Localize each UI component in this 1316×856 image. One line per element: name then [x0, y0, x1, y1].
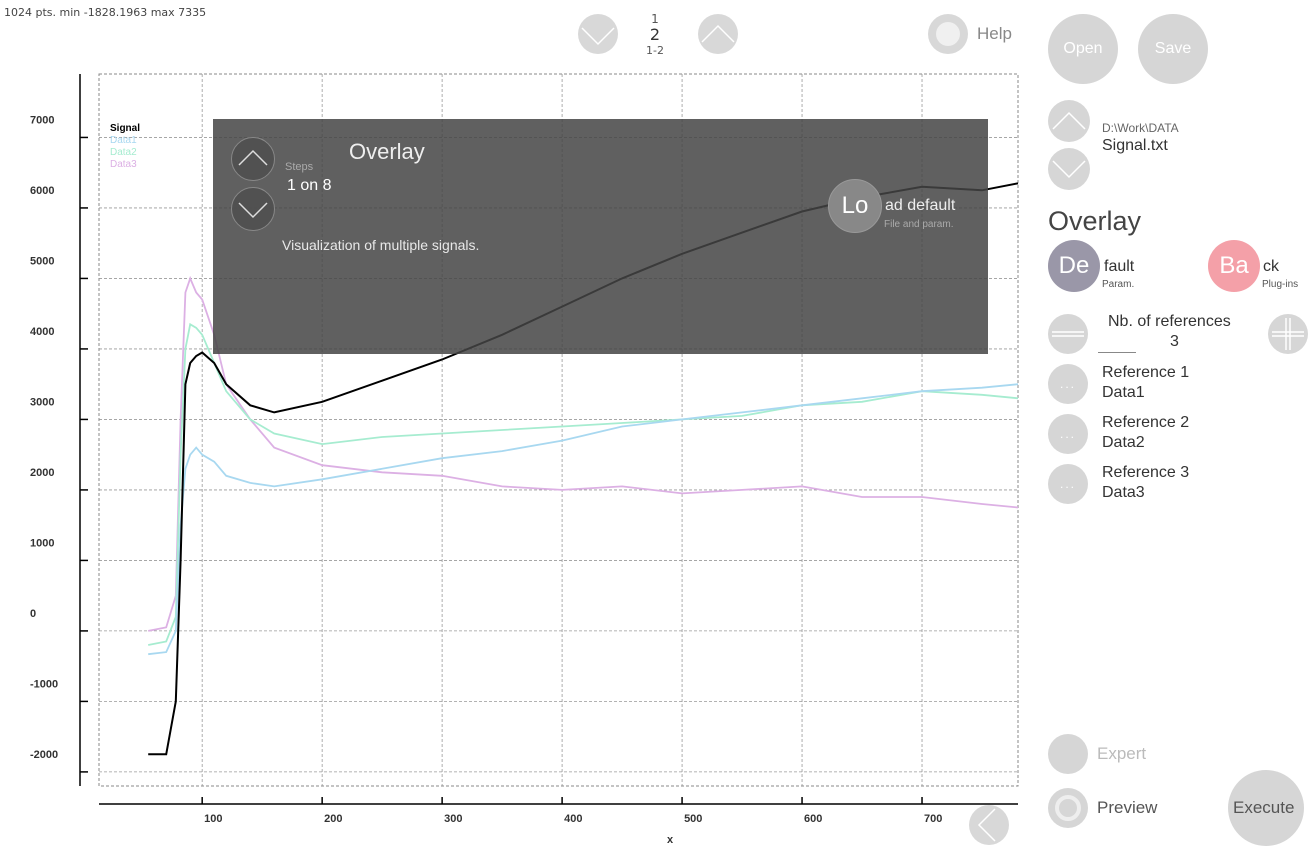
remove-reference-button[interactable] — [1048, 314, 1088, 354]
reference-label: Reference 1 — [1102, 364, 1190, 381]
preview-label: Preview — [1097, 798, 1158, 817]
back-plugins-button[interactable]: Ba — [1208, 240, 1260, 292]
file-up-button[interactable] — [1048, 100, 1090, 142]
x-axis-label: x — [667, 834, 674, 846]
help-label: Help — [977, 24, 1012, 43]
reference-select-button[interactable]: ... — [1048, 364, 1088, 404]
chevron-down-icon — [581, 27, 615, 46]
popup-title: Overlay — [349, 139, 425, 164]
reference-value: Data3 — [1102, 484, 1145, 501]
x-tick-label: 200 — [324, 813, 342, 825]
x-tick-label: 500 — [684, 813, 702, 825]
plot-frame — [98, 73, 1019, 787]
minus-icon — [1052, 331, 1084, 337]
load-default-button[interactable]: Lo — [828, 179, 882, 233]
chevron-up-icon — [238, 149, 268, 166]
preview-button[interactable] — [1048, 788, 1088, 828]
reference-select-button[interactable]: ... — [1048, 414, 1088, 454]
load-default-sub: File and param. — [884, 219, 954, 230]
reference-label: Reference 3 — [1102, 464, 1190, 481]
y-tick-label: 3000 — [30, 396, 54, 408]
steps-label: Steps — [285, 161, 314, 173]
back-arrow-button[interactable] — [969, 805, 1009, 845]
reference-value: Data1 — [1102, 384, 1145, 401]
chevron-up-icon — [1052, 111, 1086, 130]
default-label: fault — [1104, 258, 1135, 275]
back-label: ck — [1263, 258, 1279, 275]
open-button[interactable]: Open — [1048, 14, 1118, 84]
legend-entry: Data1 — [110, 135, 137, 146]
plus-icon — [1272, 318, 1304, 350]
y-tick-label: -2000 — [30, 749, 58, 761]
steps-down-button[interactable] — [231, 187, 275, 231]
y-tick-label: -1000 — [30, 678, 58, 690]
nb-references-label: Nb. of references — [1108, 313, 1231, 330]
chevron-up-icon — [701, 24, 735, 43]
chevron-down-icon — [238, 202, 268, 219]
file-down-button[interactable] — [1048, 148, 1090, 190]
pager-current: 2 — [649, 25, 661, 44]
help-button[interactable] — [928, 14, 968, 54]
y-tick-label: 2000 — [30, 467, 54, 479]
add-reference-button[interactable] — [1268, 314, 1308, 354]
legend-entry: Signal — [110, 123, 140, 134]
y-tick-label: 0 — [30, 608, 36, 620]
x-tick-label: 400 — [564, 813, 582, 825]
execute-label: Execute — [1233, 798, 1295, 817]
overlay-popup: Overlay Steps 1 on 8 Visualization of mu… — [213, 119, 988, 354]
legend-entry: Data2 — [110, 147, 137, 158]
nb-references-value: 3 — [1170, 333, 1179, 350]
help-icon — [936, 22, 960, 46]
reference-select-button[interactable]: ... — [1048, 464, 1088, 504]
y-tick-label: 5000 — [30, 255, 54, 267]
series-line-data3 — [148, 275, 1019, 632]
series-line-data1 — [148, 383, 1019, 656]
pager-range: 1-2 — [646, 44, 664, 57]
x-tick-label: 600 — [804, 813, 822, 825]
default-sub: Param. — [1102, 279, 1135, 290]
series-line-data2 — [148, 322, 1019, 646]
file-path: D:\Work\DATA — [1102, 121, 1179, 135]
x-tick-label: 300 — [444, 813, 462, 825]
file-name[interactable]: Signal.txt — [1102, 137, 1168, 154]
status-text: 1024 pts. min -1828.1963 max 7335 — [4, 6, 207, 19]
y-tick-label: 6000 — [30, 185, 54, 197]
preview-icon — [1055, 795, 1081, 821]
y-tick-label: 7000 — [30, 114, 54, 126]
expert-label: Expert — [1097, 744, 1147, 763]
legend-entry: Data3 — [110, 159, 137, 170]
default-button[interactable]: De — [1048, 240, 1100, 292]
page-up-button[interactable] — [698, 14, 738, 54]
x-tick-label: 100 — [204, 813, 222, 825]
nb-references-underline — [1098, 352, 1136, 353]
chart-axes: -2000 -1000 0 1000 2000 3000 4000 5000 6000 7000 1… — [30, 74, 1018, 846]
chevron-down-icon — [1052, 160, 1086, 179]
reference-label: Reference 2 — [1102, 414, 1190, 431]
reference-value: Data2 — [1102, 434, 1145, 451]
page-down-button[interactable] — [578, 14, 618, 54]
save-button[interactable]: Save — [1138, 14, 1208, 84]
right-panel: Open Save D:\Work\DATA Signal.txt Overla… — [1020, 0, 1316, 856]
steps-value: 1 on 8 — [287, 177, 332, 194]
chevron-left-icon — [977, 808, 996, 842]
y-tick-label: 4000 — [30, 326, 54, 338]
y-tick-label: 1000 — [30, 537, 54, 549]
popup-description: Visualization of multiple signals. — [282, 237, 480, 253]
execute-button[interactable] — [1228, 770, 1304, 846]
x-tick-label: 700 — [924, 813, 942, 825]
module-title: Overlay — [1048, 206, 1142, 236]
back-sub: Plug-ins — [1262, 279, 1299, 290]
load-default-label: ad default — [885, 197, 956, 214]
pager-top: 1 — [651, 12, 659, 26]
expert-button[interactable] — [1048, 734, 1088, 774]
steps-up-button[interactable] — [231, 137, 275, 181]
